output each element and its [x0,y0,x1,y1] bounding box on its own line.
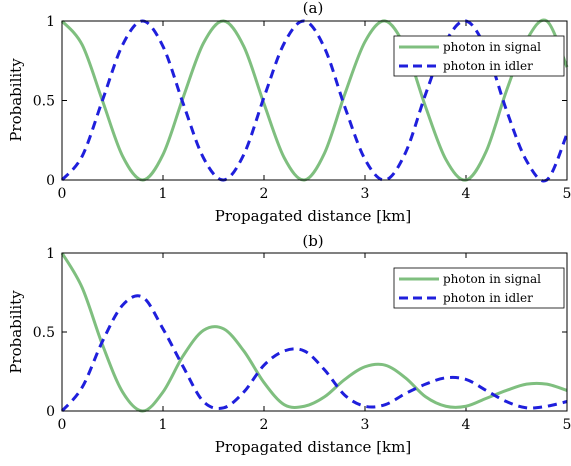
x-tick-label: 3 [361,417,370,433]
x-tick-label: 2 [260,186,269,202]
plot-frame [61,20,568,181]
legend: photon in signal photon in idler [393,267,565,309]
x-tick-label: 1 [159,186,168,202]
x-tick-label: 4 [462,417,471,433]
legend-label-idler: photon in idler [443,291,533,305]
x-tick-label: 0 [58,186,67,202]
x-axis-title: Propagated distance [km] [215,207,411,225]
chart-panel-a: (a) Propagated distance [km] Probability… [7,0,571,225]
y-tick-label: 0.5 [33,325,55,341]
legend: photon in signal photon in idler [393,35,565,77]
x-tick-label: 1 [159,417,168,433]
y-tick-label: 1 [46,14,55,30]
series-line-idler [60,294,568,413]
x-tick-label: 5 [563,417,571,433]
legend-label-idler: photon in idler [443,59,533,73]
x-tick-label: 5 [563,186,571,202]
y-tick-label: 1 [46,246,55,262]
plot-frame [61,252,568,412]
y-tick-label: 0.5 [33,94,55,110]
x-axis-title: Propagated distance [km] [215,438,411,456]
y-tick-label: 0 [46,404,55,420]
chart-panel-b: (b) Propagated distance [km] Probability… [7,232,571,456]
x-tick-label: 0 [58,417,67,433]
legend-box [393,35,565,77]
y-tick-label: 0 [46,173,55,189]
legend-label-signal: photon in signal [443,272,541,286]
y-axis-title: Probability [7,290,25,374]
x-tick-label: 4 [462,186,471,202]
x-tick-label: 2 [260,417,269,433]
legend-label-signal: photon in signal [443,40,541,54]
legend-box [393,267,565,309]
y-axis-title: Probability [7,58,25,142]
chart-title: (b) [302,232,323,250]
chart-title: (a) [303,0,324,17]
x-tick-label: 3 [361,186,370,202]
